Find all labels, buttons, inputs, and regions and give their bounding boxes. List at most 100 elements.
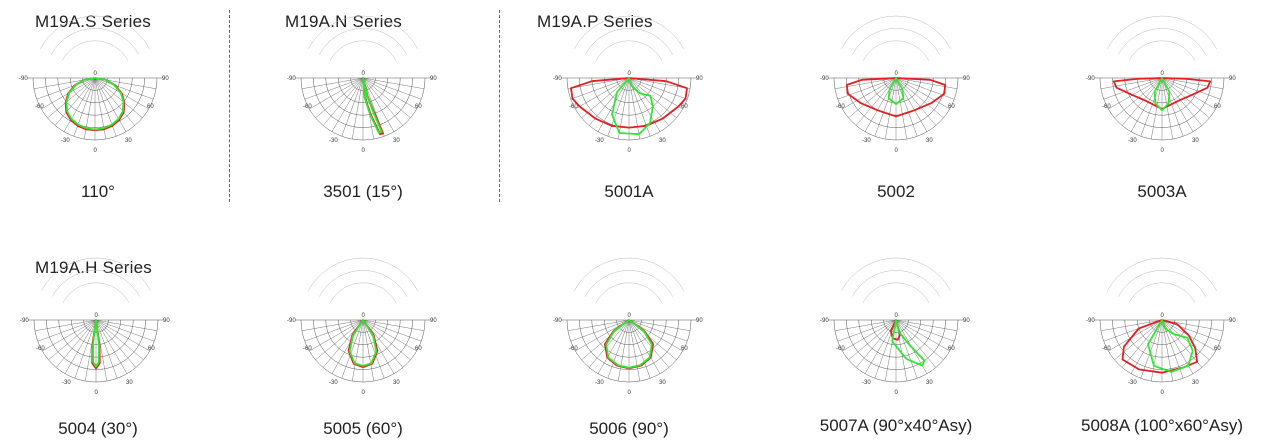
angle-label: -90 [19, 76, 28, 82]
polar-diagram: -90 90 -60 60 -30 30 0 0 [13, 15, 177, 166]
grid-radial [47, 77, 96, 119]
angle-label: 90 [963, 318, 970, 324]
angle-label: 0 [362, 148, 366, 154]
angle-label: 90 [430, 318, 437, 324]
grid-radial [42, 319, 97, 352]
grid-radial [1161, 77, 1216, 110]
grid-radial [304, 77, 364, 100]
grid-radial [362, 319, 411, 361]
grid-radial [597, 319, 630, 374]
grid-ring-upper [318, 28, 408, 55]
angle-label: -90 [1086, 76, 1095, 82]
polar-diagram: -90 90 -60 60 -30 30 0 0 [814, 15, 978, 166]
polar-diagram: -90 90 -60 60 -30 30 0 0 [547, 15, 711, 166]
polar-diagram: -90 90 -60 60 -30 30 0 0 [281, 15, 445, 166]
grid-radial [362, 77, 395, 132]
angle-label: -30 [862, 138, 871, 144]
grid-ring-upper [329, 282, 397, 303]
angle-label: 60 [147, 104, 154, 110]
diagram-caption: 5004 (30°) [58, 419, 138, 438]
polar-diagram: -90 90 -60 60 -30 30 0 0 [1080, 257, 1244, 408]
angle-label: -60 [836, 104, 845, 110]
grid-radial [855, 319, 897, 368]
angle-label: 0 [895, 390, 899, 396]
grid-ring-upper [41, 257, 151, 292]
grid-radial [628, 77, 691, 89]
angle-label: 60 [148, 346, 155, 352]
grid-radial [362, 319, 385, 379]
angle-label: 60 [1214, 346, 1221, 352]
angle-label: 0 [628, 148, 632, 154]
angle-label: -30 [1128, 380, 1137, 386]
grid-ring-upper [862, 40, 930, 61]
polar-diagram: -90 90 -60 60 -30 30 0 0 [14, 257, 178, 408]
angle-label: 0 [1161, 390, 1165, 396]
grid-radial [362, 77, 411, 119]
distribution-curve-green [348, 319, 378, 367]
grid-radial [842, 77, 897, 110]
angle-label: -90 [287, 318, 296, 324]
grid-radial [362, 319, 422, 342]
angle-label: 0 [1161, 148, 1165, 154]
series-title-s: M19A.S Series [35, 12, 151, 31]
polar-diagram-svg: -90 90 -60 60 -30 30 0 0 [553, 15, 703, 154]
grid-radial [628, 77, 677, 119]
divider-s-n [229, 10, 230, 202]
grid-radial [1161, 319, 1210, 361]
distribution-curve-green [65, 77, 125, 131]
grid-radial [95, 319, 118, 379]
angle-label: 0 [94, 148, 98, 154]
grid-ring-upper [51, 270, 141, 297]
grid-radial [848, 77, 897, 119]
grid-radial [628, 319, 688, 342]
angle-label: 30 [393, 380, 400, 386]
grid-radial [885, 77, 897, 140]
angle-label: 0 [628, 313, 632, 319]
angle-label: 0 [1161, 313, 1165, 319]
angle-label: 60 [681, 346, 688, 352]
grid-radial [895, 77, 950, 110]
grid-radial [1108, 319, 1163, 352]
grid-radial [837, 319, 897, 342]
grid-radial [95, 319, 128, 374]
grid-radial [834, 319, 897, 331]
angle-label: -90 [20, 318, 29, 324]
grid-radial [54, 77, 96, 126]
grid-radial [1103, 77, 1163, 100]
diagram-caption: 5001A [604, 182, 654, 201]
angle-label: 60 [415, 104, 422, 110]
grid-radial [362, 77, 404, 126]
grid-radial [628, 319, 691, 331]
grid-radial [895, 319, 955, 342]
angle-label: 60 [415, 346, 422, 352]
grid-radial [362, 77, 417, 110]
grid-radial [304, 319, 364, 342]
grid-radial [341, 77, 364, 137]
angle-label: 60 [948, 104, 955, 110]
grid-radial [570, 319, 630, 342]
grid-radial [570, 77, 630, 100]
grid-radial [1161, 77, 1173, 140]
distribution-curve-green [891, 319, 926, 367]
angle-label: 30 [125, 138, 132, 144]
angle-label: -90 [553, 318, 562, 324]
angle-label: 30 [1192, 138, 1199, 144]
grid-radial [618, 319, 630, 382]
grid-radial [63, 77, 96, 132]
angle-label: 0 [895, 313, 899, 319]
grid-radial [618, 77, 630, 140]
angle-label: -60 [1102, 104, 1111, 110]
distribution-curve-green [362, 77, 383, 134]
grid-ring-upper [1117, 28, 1207, 55]
grid-radial [95, 319, 137, 368]
angle-label: 30 [1192, 380, 1199, 386]
grid-radial [1100, 319, 1163, 331]
polar-diagram-svg: -90 90 -60 60 -30 30 0 0 [19, 15, 169, 154]
angle-label: -30 [1128, 138, 1137, 144]
grid-radial [895, 319, 958, 331]
grid-radial [94, 77, 136, 126]
angle-label: 30 [126, 380, 133, 386]
grid-radial [362, 77, 425, 89]
diagram-caption: 5002 [877, 182, 915, 201]
grid-radial [628, 319, 651, 379]
